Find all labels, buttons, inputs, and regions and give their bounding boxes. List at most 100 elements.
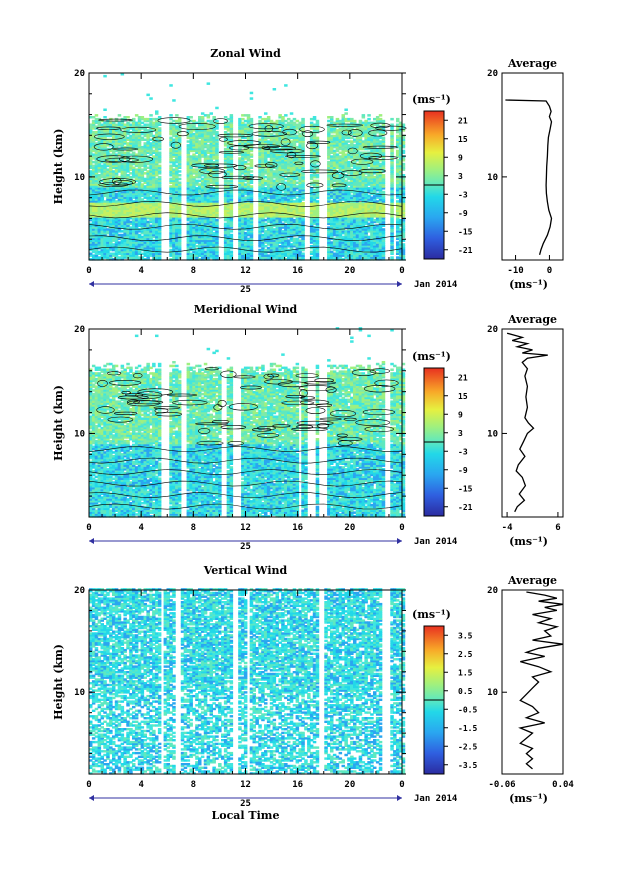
date-center-label: 25 — [240, 285, 251, 295]
date-label: Jan 2014 — [414, 280, 458, 290]
x-tick-label: 16 — [292, 523, 303, 533]
colorbar-tick-label: -3 — [458, 447, 468, 456]
x-tick-label: 8 — [191, 780, 196, 790]
x-tick-label: 0 — [86, 523, 91, 533]
contour-lines — [88, 117, 407, 253]
profile-title: Average — [507, 574, 557, 587]
colorbar-tick-label: -15 — [458, 484, 473, 493]
colorbar-tick-label: -9 — [458, 209, 468, 218]
x-tick-label: 20 — [344, 266, 355, 276]
colorbar-unit: (ms⁻¹) — [412, 93, 451, 106]
x-tick-label: 20 — [344, 780, 355, 790]
profile-frame — [501, 589, 564, 775]
y-tick-label: 20 — [74, 69, 85, 79]
colorbar-tick-label: 3 — [458, 429, 463, 438]
panel-title: Vertical Wind — [203, 564, 288, 577]
heatmap-field — [89, 588, 406, 775]
x-tick-label: 12 — [240, 523, 251, 533]
x-tick-label: 16 — [292, 266, 303, 276]
x-tick-label: 0 — [399, 266, 404, 276]
profile-y-tick-label: 10 — [487, 688, 498, 698]
colorbar-unit: (ms⁻¹) — [412, 608, 451, 621]
x-tick-label: 8 — [191, 266, 196, 276]
profile-x-tick-label: 0.04 — [552, 780, 574, 790]
profile-x-tick-label: 6 — [555, 523, 560, 533]
profile-x-tick-label: 0 — [547, 266, 552, 276]
date-arrow-left — [89, 281, 94, 287]
profile-x-label: (ms⁻¹) — [509, 535, 548, 548]
date-center-label: 25 — [240, 799, 251, 809]
panel-title: Meridional Wind — [194, 303, 298, 316]
colorbar-tick-label: 15 — [458, 392, 468, 401]
panel-2: Meridional Wind Height (km) 10 20 0 4 8 12 16 20 0… — [52, 303, 564, 552]
colorbar-tick-label: 15 — [458, 135, 468, 144]
profile-y-tick-label: 20 — [487, 586, 498, 596]
profile-line — [518, 591, 564, 770]
date-arrow-left — [89, 795, 94, 801]
x-tick-label: 12 — [240, 266, 251, 276]
profile-y-tick-label: 20 — [487, 325, 498, 335]
profile-y-tick-label: 10 — [487, 173, 498, 183]
date-arrow-right — [397, 538, 402, 544]
profile-line — [505, 99, 553, 255]
y-tick-label: 20 — [74, 325, 85, 335]
colorbar-tick-label: -9 — [458, 466, 468, 475]
panel-1: Zonal Wind Height (km) 10 20 0 4 8 12 16 20 0 25 Jan… — [52, 47, 564, 295]
date-center-label: 25 — [240, 542, 251, 552]
y-axis-label: Height (km) — [52, 385, 65, 461]
panel-title: Zonal Wind — [210, 47, 281, 60]
colorbar-unit: (ms⁻¹) — [412, 350, 451, 363]
colorbar-tick-label: 9 — [458, 153, 463, 162]
date-arrow-right — [397, 281, 402, 287]
colorbar-tick-label: -3 — [458, 190, 468, 199]
colorbar-tick-label: -0.5 — [458, 705, 477, 714]
colorbar-tick-label: -1.5 — [458, 724, 477, 733]
profile-x-label: (ms⁻¹) — [509, 278, 548, 291]
profile-title: Average — [507, 57, 557, 70]
profile-line — [506, 332, 548, 513]
colorbar-tick-label: 2.5 — [458, 650, 473, 659]
x-tick-label: 4 — [138, 780, 144, 790]
heatmap-field — [89, 73, 406, 261]
y-axis-label: Height (km) — [52, 644, 65, 720]
colorbar-tick-label: 3.5 — [458, 631, 473, 640]
y-tick-label: 10 — [74, 688, 85, 698]
contour-lines — [88, 367, 403, 510]
y-tick-label: 10 — [74, 173, 85, 183]
profile-y-tick-label: 10 — [487, 429, 498, 439]
colorbar-tick-label: -21 — [458, 503, 473, 512]
profile-x-tick-label: -4 — [502, 523, 513, 533]
x-tick-label: 16 — [292, 780, 303, 790]
x-tick-label: 4 — [138, 523, 144, 533]
colorbar-tick-label: -21 — [458, 246, 473, 255]
profile-y-tick-label: 20 — [487, 69, 498, 79]
colorbar-tick-label: 1.5 — [458, 668, 473, 677]
x-tick-label: 0 — [86, 266, 91, 276]
colorbar-tick-label: -3.5 — [458, 761, 477, 770]
x-axis-label: Local Time — [212, 809, 280, 822]
colorbar-tick-label: 21 — [458, 116, 468, 125]
profile-title: Average — [507, 313, 557, 326]
y-axis-label: Height (km) — [52, 129, 65, 205]
heatmap-field — [89, 327, 406, 518]
colorbar-tick-label: 0.5 — [458, 687, 473, 696]
x-tick-label: 8 — [191, 523, 196, 533]
profile-frame — [501, 72, 564, 261]
y-tick-label: 20 — [74, 586, 85, 596]
profile-x-label: (ms⁻¹) — [509, 792, 548, 805]
x-tick-label: 20 — [344, 523, 355, 533]
date-arrow-left — [89, 538, 94, 544]
date-label: Jan 2014 — [414, 794, 458, 804]
x-tick-label: 4 — [138, 266, 144, 276]
y-tick-label: 10 — [74, 429, 85, 439]
profile-x-tick-label: -0.06 — [488, 780, 515, 790]
date-label: Jan 2014 — [414, 537, 458, 547]
x-tick-label: 0 — [399, 780, 404, 790]
colorbar-tick-label: 9 — [458, 410, 463, 419]
colorbar-tick-label: 21 — [458, 373, 468, 382]
colorbar-tick-label: 3 — [458, 172, 463, 181]
x-tick-label: 0 — [399, 523, 404, 533]
panel-3: Vertical Wind Height (km) 10 20 0 4 8 12 16 20 0 25… — [52, 564, 574, 822]
colorbar-tick-label: -15 — [458, 227, 473, 236]
